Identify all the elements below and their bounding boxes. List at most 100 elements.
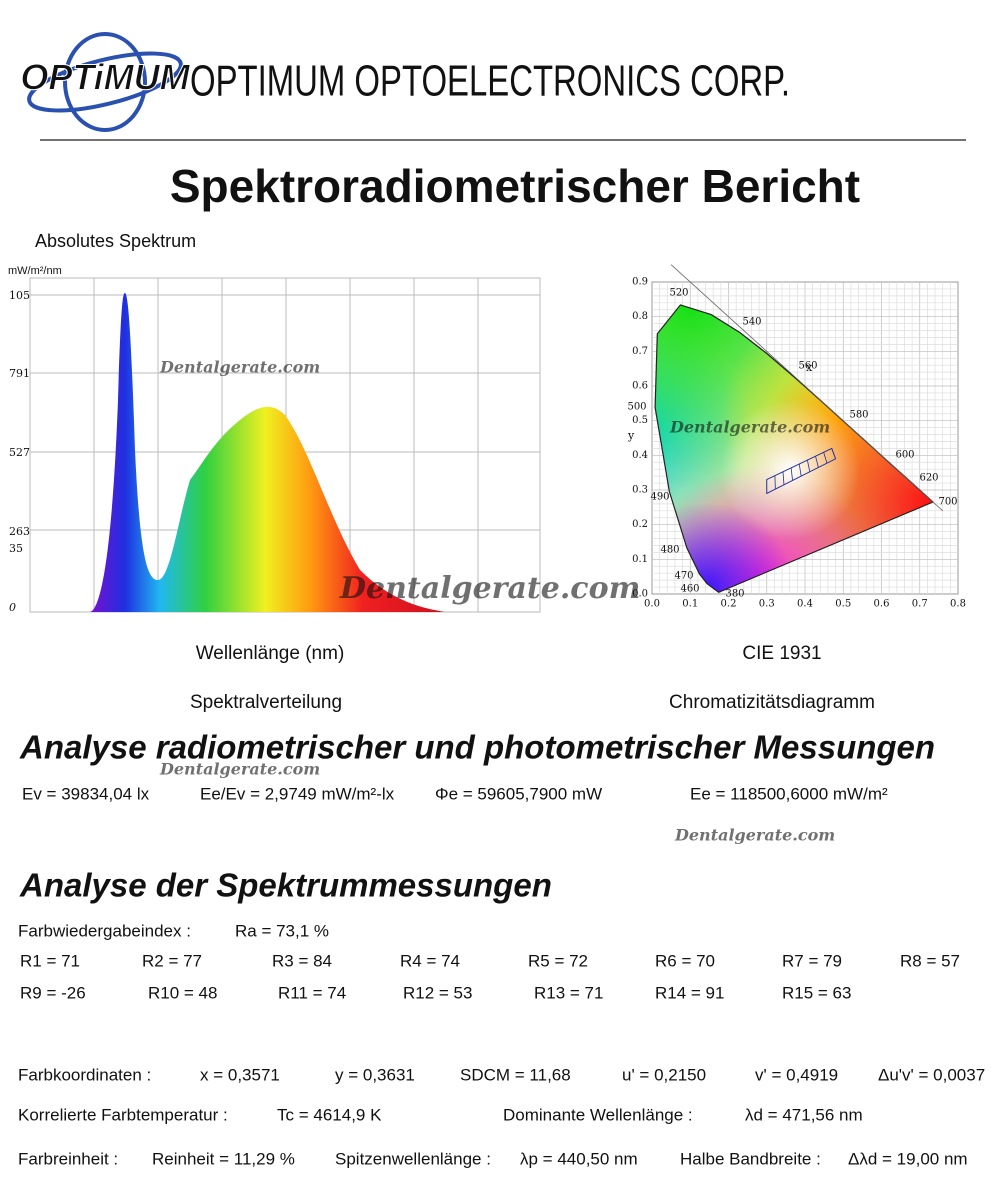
label: Farbreinheit : xyxy=(18,1149,118,1168)
tolerance-hatch xyxy=(823,452,828,464)
cri-label: Farbwiedergabeindex : xyxy=(18,921,191,940)
company-name: OPTIMUM OPTOELECTRONICS CORP. xyxy=(190,57,790,106)
wavelength-label: 540 xyxy=(742,317,761,328)
logo: OPTiMUM xyxy=(20,32,191,132)
tolerance-hatch xyxy=(815,456,819,468)
cri-value: R6 = 70 xyxy=(655,951,715,970)
tolerance-hatch xyxy=(798,463,802,477)
label: u' = 0,2150 xyxy=(622,1065,706,1084)
cri-value: R4 = 74 xyxy=(400,951,460,970)
wavelength-label: 470 xyxy=(674,571,693,582)
x-tick-label: 0.7 xyxy=(912,599,928,610)
axis-label: x xyxy=(806,361,813,374)
y-tick-label: 0.0 xyxy=(632,589,648,600)
wavelength-label: 480 xyxy=(660,545,679,556)
wavelength-label: 460 xyxy=(680,584,699,595)
cri-value: R9 = -26 xyxy=(20,983,86,1002)
wavelength-label: 560 xyxy=(798,361,817,372)
wavelength-label: 600 xyxy=(895,450,914,461)
cie-color-field xyxy=(720,400,860,540)
y-tick-label: 791 xyxy=(9,367,30,380)
wavelength-label: 620 xyxy=(919,473,938,484)
tolerance-hatch xyxy=(806,460,811,472)
label: Korrelierte Farbtemperatur : xyxy=(18,1105,228,1124)
y-tick-label: 263 xyxy=(9,525,30,538)
label: Farbkoordinaten : xyxy=(18,1065,151,1084)
tolerance-hatch xyxy=(790,467,793,481)
y-tick-label: 35 xyxy=(9,542,23,555)
cri-value: R11 = 74 xyxy=(278,983,346,1002)
cri-value: R12 = 53 xyxy=(403,983,472,1002)
watermark: Dentalgerate.com xyxy=(669,418,830,437)
measurement: Reinheit = 11,29 % xyxy=(152,1149,295,1168)
diagonal xyxy=(670,264,943,512)
section-heading: Analyse radiometrischer und photometrisc… xyxy=(19,729,935,766)
x-tick-label: 0.3 xyxy=(759,599,775,610)
wavelength-label: 700 xyxy=(938,497,957,508)
y-tick-label: 0.3 xyxy=(632,485,648,496)
wavelength-label: 490 xyxy=(650,492,669,503)
measurement: Ee/Ev = 2,9749 mW/m²-lx xyxy=(200,784,395,803)
measurement: Ev = 39834,04 lx xyxy=(22,784,150,803)
y-tick-label: 105 xyxy=(9,289,30,302)
y-tick-label: 527 xyxy=(9,446,30,459)
axis-label: Wellenlänge (nm) xyxy=(196,643,345,664)
caption: CIE 1931 xyxy=(742,643,821,664)
cri-value: R5 = 72 xyxy=(528,951,588,970)
wavelength-label: 520 xyxy=(669,288,688,299)
unit-label: mW/m²/nm xyxy=(8,265,62,277)
cri-value: R8 = 57 xyxy=(900,951,960,970)
y-tick-label: 0.8 xyxy=(632,311,648,322)
watermarks: Dentalgerate.com Dentalgerate.com Dentalge… xyxy=(159,358,835,845)
caption: Chromatizitätsdiagramm xyxy=(669,692,875,713)
x-tick-label: 0.1 xyxy=(682,599,698,610)
spectrum-curve xyxy=(90,293,445,612)
logo-orbit xyxy=(63,32,147,132)
watermark: Dentalgerate.com xyxy=(159,358,320,377)
x-tick-label: 0.0 xyxy=(644,599,660,610)
label: Halbe Bandbreite : xyxy=(680,1149,821,1168)
section-heading: Analyse der Spektrummessungen xyxy=(19,867,552,904)
report-title: Spektroradiometrischer Bericht xyxy=(170,160,860,212)
x-tick-label: 0.6 xyxy=(874,599,890,610)
cri-value: R1 = 71 xyxy=(20,951,80,970)
label: Δu'v' = 0,0037 xyxy=(878,1065,985,1084)
cri-value: R10 = 48 xyxy=(148,983,217,1002)
wavelength-label: 580 xyxy=(849,410,868,421)
tolerance-region xyxy=(766,447,837,495)
y-tick-label: 0 xyxy=(9,601,16,614)
caption: Spektralverteilung xyxy=(190,692,342,713)
x-tick-label: 0.4 xyxy=(797,599,813,610)
cri-value: R15 = 63 xyxy=(782,983,851,1002)
cri-value: R13 = 71 xyxy=(534,983,603,1002)
measurements: Ev = 39834,04 lx Ee/Ev = 2,9749 mW/m²-lx Φ… xyxy=(18,784,985,1168)
cri-value: R3 = 84 xyxy=(272,951,332,970)
measurement: λp = 440,50 nm xyxy=(520,1149,638,1168)
cri-value: R14 = 91 xyxy=(655,983,724,1002)
label: y = 0,3631 xyxy=(335,1065,415,1084)
cri-value: R2 = 77 xyxy=(142,951,202,970)
x-tick-label: 0.2 xyxy=(721,599,737,610)
label: Dominante Wellenlänge : xyxy=(503,1105,693,1124)
y-tick-label: 0.5 xyxy=(632,415,648,426)
wavelength-label: 380 xyxy=(725,589,744,600)
measurement: Tc = 4614,9 K xyxy=(277,1105,382,1124)
y-tick-label: 0.9 xyxy=(632,277,648,288)
logo-orbit xyxy=(27,51,183,113)
x-tick-label: 0.5 xyxy=(835,599,851,610)
watermark: Dentalgerate.com xyxy=(339,571,640,606)
logo-text: OPTiMUM xyxy=(20,57,190,98)
y-tick-label: 0.4 xyxy=(632,450,648,461)
y-tick-label: 0.6 xyxy=(632,381,648,392)
y-tick-label: 0.7 xyxy=(632,346,648,357)
axis-label: y xyxy=(627,429,635,442)
y-tick-label: 0.1 xyxy=(632,554,648,565)
cie-diagram: 0.0 0.1 0.2 0.3 0.4 0.5 0.6 0.7 0.8 0.0 0.1 0.2 0.3 0… xyxy=(627,264,966,610)
tolerance-hatch xyxy=(782,471,785,485)
y-tick-label: 0.2 xyxy=(632,519,648,530)
cri-value: R7 = 79 xyxy=(782,951,842,970)
measurement: Ee = 118500,6000 mW/m² xyxy=(690,784,888,803)
x-tick-label: 0.8 xyxy=(950,599,966,610)
measurement: Φe = 59605,7900 mW xyxy=(435,784,602,803)
